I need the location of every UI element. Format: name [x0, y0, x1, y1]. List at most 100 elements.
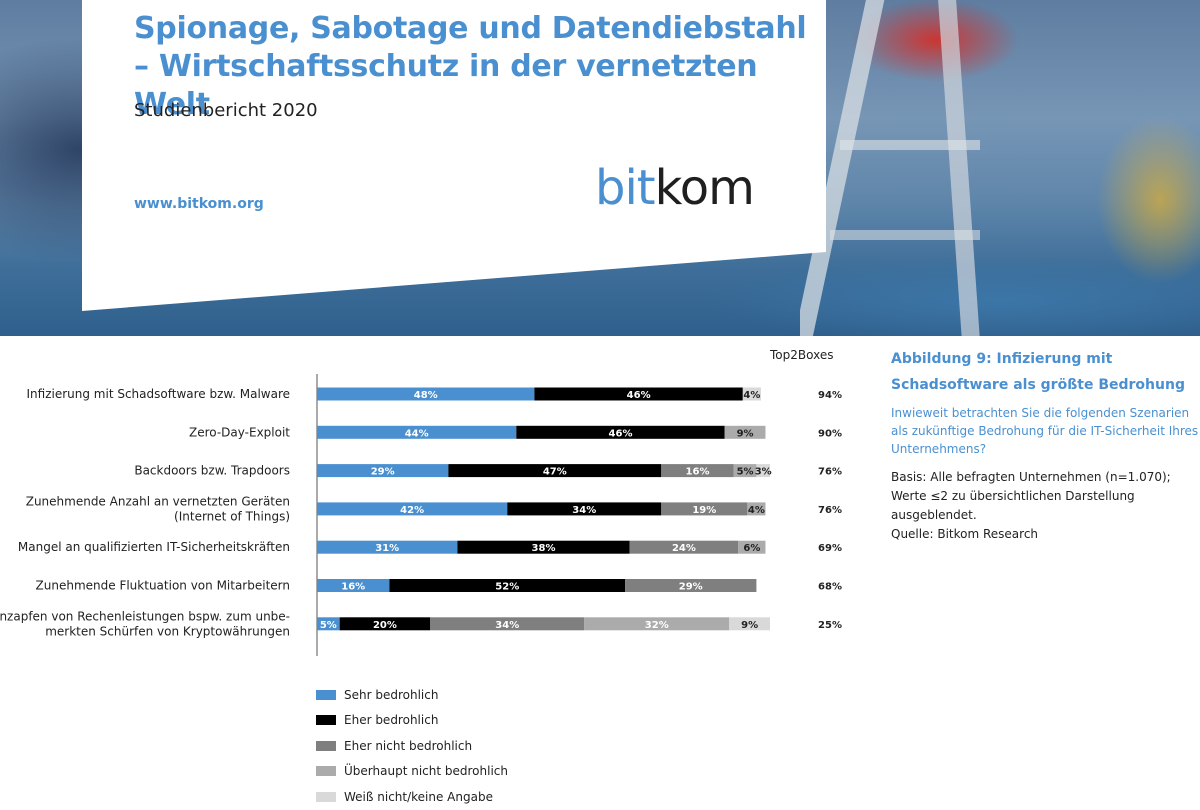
- data-label: 44%: [405, 428, 429, 439]
- legend-label: Weiß nicht/keine Angabe: [344, 789, 493, 804]
- top2-value: 76%: [818, 505, 842, 516]
- bar-segment: [742, 387, 761, 401]
- legend-item: Weiß nicht/keine Angabe: [316, 784, 508, 810]
- data-label: 5%: [737, 467, 754, 478]
- data-label: 34%: [495, 620, 519, 631]
- data-label: 3%: [755, 467, 772, 478]
- data-label: 24%: [672, 543, 696, 554]
- bar-segment: [317, 502, 508, 516]
- bar-segment: [457, 540, 630, 554]
- figure-title: Abbildung 9: Infizierung mit Schadsoftwa…: [891, 351, 1185, 393]
- top2-value: 76%: [818, 467, 842, 478]
- bar-segment: [534, 387, 743, 401]
- data-label: 52%: [495, 582, 519, 593]
- legend-item: Sehr bedrohlich: [316, 682, 508, 708]
- category-label: Infizierung mit Schadsoftware bzw. Malwa…: [27, 387, 291, 401]
- lifeguard-chair-graphic: [800, 0, 981, 336]
- figure-notes: Basis: Alle befragten Unternehmen (n=1.0…: [891, 468, 1200, 544]
- bar-segment: [317, 540, 458, 554]
- figure-basis: Basis: Alle befragten Unternehmen (n=1.0…: [891, 470, 1171, 484]
- legend-label: Eher bedrohlich: [344, 713, 439, 728]
- legend-item: Überhaupt nicht bedrohlich: [316, 759, 508, 785]
- category-label: Anzapfen von Rechenleistungen bspw. zum …: [0, 609, 290, 638]
- figure-info-panel: Abbildung 9: Infizierung mit Schadsoftwa…: [891, 346, 1200, 544]
- bar-segment: [738, 540, 766, 554]
- data-label: 9%: [741, 620, 758, 631]
- data-label: 31%: [375, 543, 399, 554]
- category-label: Zero-Day-Exploit: [189, 425, 290, 439]
- data-label: 4%: [743, 390, 760, 401]
- legend-swatch: [316, 791, 336, 802]
- bar-segment: [317, 579, 390, 592]
- data-label: 46%: [609, 428, 633, 439]
- top2-value: 69%: [818, 543, 842, 554]
- legend-swatch: [316, 740, 336, 751]
- data-label: 38%: [532, 543, 556, 554]
- top2-value: 90%: [818, 428, 842, 439]
- legend-label: Überhaupt nicht bedrohlich: [344, 764, 508, 779]
- data-label: 19%: [692, 505, 716, 516]
- legend-swatch: [316, 766, 336, 777]
- top2-value: 94%: [818, 390, 842, 401]
- bar-segment: [317, 425, 517, 439]
- bar-segment: [389, 579, 626, 592]
- data-label: 16%: [686, 467, 710, 478]
- title-card: Spionage, Sabotage und Datendiebstahl – …: [0, 0, 840, 336]
- bar-segment: [430, 617, 585, 631]
- data-label: 5%: [320, 620, 337, 631]
- bar-segment: [339, 617, 431, 631]
- bar-segment: [584, 617, 730, 631]
- bar-segment: [629, 540, 739, 554]
- bar-segment: [625, 579, 757, 592]
- category-label: Zunehmende Fluktuation von Mitarbeitern: [36, 579, 290, 593]
- report-title: Spionage, Sabotage und Datendiebstahl – …: [134, 11, 807, 122]
- data-label: 6%: [743, 543, 760, 554]
- data-label: 4%: [748, 505, 765, 516]
- legend-swatch: [316, 689, 336, 700]
- data-label: 34%: [572, 505, 596, 516]
- data-label: 48%: [414, 390, 438, 401]
- bar-segment: [661, 502, 748, 516]
- figure-source: Quelle: Bitkom Research: [891, 527, 1039, 541]
- figure-note: Werte ≤2 zu übersichtlichen Darstellung …: [891, 489, 1135, 522]
- bar-segment: [724, 425, 766, 439]
- category-label: Zunehmende Anzahl an vernetzten Geräten(…: [26, 494, 290, 523]
- legend-item: Eher bedrohlich: [316, 708, 508, 734]
- bar-segment: [448, 464, 662, 478]
- data-label: 29%: [371, 467, 395, 478]
- data-label: 29%: [679, 582, 703, 593]
- report-url-link[interactable]: www.bitkom.org: [134, 196, 264, 212]
- top2boxes-header: Top2Boxes: [770, 348, 834, 362]
- bar-segment: [317, 387, 535, 401]
- data-label: 16%: [341, 582, 365, 593]
- bar-segment: [733, 464, 757, 478]
- top2-value: 25%: [818, 620, 842, 631]
- figure-question: Inwieweit betrachten Sie die folgenden S…: [891, 406, 1199, 456]
- legend-label: Eher nicht bedrohlich: [344, 738, 473, 753]
- bar-segment: [661, 464, 734, 478]
- bar-segment: [729, 617, 770, 631]
- legend-label: Sehr bedrohlich: [344, 687, 439, 702]
- legend-item: Eher nicht bedrohlich: [316, 733, 508, 759]
- bar-segment: [317, 617, 340, 631]
- report-subtitle: Studienbericht 2020: [134, 100, 318, 121]
- data-label: 46%: [627, 390, 651, 401]
- bar-segment: [756, 464, 770, 478]
- top2-value: 68%: [818, 582, 842, 593]
- category-label: Mangel an qualifizierten IT-Sicherheitsk…: [18, 540, 290, 554]
- bitkom-logo: bitkom: [595, 160, 755, 216]
- chart-legend: Sehr bedrohlich Eher bedrohlich Eher nicht…: [316, 682, 508, 810]
- stacked-bar-chart: Top2Boxes Infizierung mit Schadsoftware …: [0, 336, 880, 804]
- data-label: 9%: [737, 428, 754, 439]
- bar-segment: [747, 502, 766, 516]
- data-label: 32%: [645, 620, 669, 631]
- chart-plot-area: Infizierung mit Schadsoftware bzw. Malwa…: [0, 374, 842, 656]
- category-label: Backdoors bzw. Trapdoors: [134, 464, 290, 478]
- bar-segment: [507, 502, 662, 516]
- data-label: 20%: [373, 620, 397, 631]
- data-label: 47%: [543, 467, 567, 478]
- data-label: 42%: [400, 505, 424, 516]
- bar-segment: [317, 464, 449, 478]
- legend-swatch: [316, 715, 336, 726]
- bar-segment: [516, 425, 725, 439]
